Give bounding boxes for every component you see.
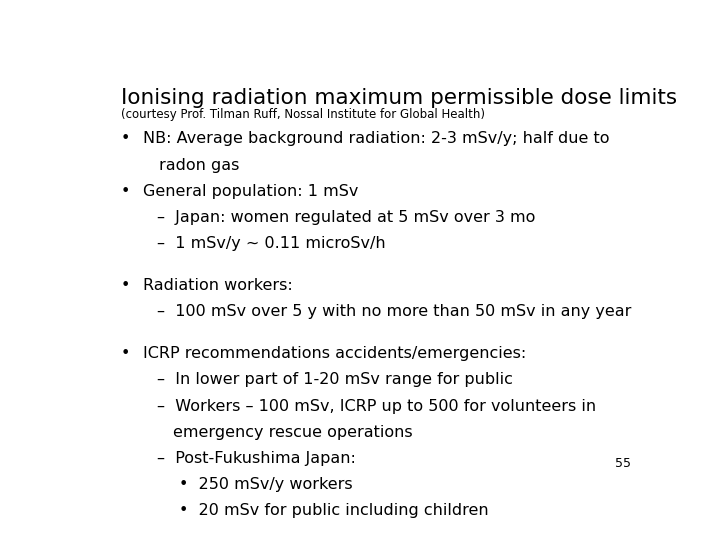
Text: –  100 mSv over 5 y with no more than 50 mSv in any year: – 100 mSv over 5 y with no more than 50 …: [157, 305, 631, 319]
Text: •  250 mSv/y workers: • 250 mSv/y workers: [179, 477, 353, 492]
Text: Ionising radiation maximum permissible dose limits: Ionising radiation maximum permissible d…: [121, 87, 677, 107]
Text: •: •: [121, 131, 130, 146]
Text: Radiation workers:: Radiation workers:: [143, 278, 293, 293]
Text: (courtesy Prof. Tilman Ruff, Nossal Institute for Global Health): (courtesy Prof. Tilman Ruff, Nossal Inst…: [121, 109, 485, 122]
Text: –  Post-Fukushima Japan:: – Post-Fukushima Japan:: [157, 451, 356, 466]
Text: 55: 55: [616, 457, 631, 470]
Text: –  In lower part of 1-20 mSv range for public: – In lower part of 1-20 mSv range for pu…: [157, 373, 513, 388]
Text: –  1 mSv/y ~ 0.11 microSv/h: – 1 mSv/y ~ 0.11 microSv/h: [157, 236, 386, 251]
Text: emergency rescue operations: emergency rescue operations: [173, 425, 413, 440]
Text: General population: 1 mSv: General population: 1 mSv: [143, 184, 359, 199]
Text: ICRP recommendations accidents/emergencies:: ICRP recommendations accidents/emergenci…: [143, 346, 526, 361]
Text: NB: Average background radiation: 2-3 mSv/y; half due to: NB: Average background radiation: 2-3 mS…: [143, 131, 610, 146]
Text: •: •: [121, 184, 130, 199]
Text: •: •: [121, 346, 130, 361]
Text: •  20 mSv for public including children: • 20 mSv for public including children: [179, 503, 489, 518]
Text: –  Japan: women regulated at 5 mSv over 3 mo: – Japan: women regulated at 5 mSv over 3…: [157, 210, 536, 225]
Text: •: •: [121, 278, 130, 293]
Text: radon gas: radon gas: [158, 158, 239, 172]
Text: –  Workers – 100 mSv, ICRP up to 500 for volunteers in: – Workers – 100 mSv, ICRP up to 500 for …: [157, 399, 596, 414]
